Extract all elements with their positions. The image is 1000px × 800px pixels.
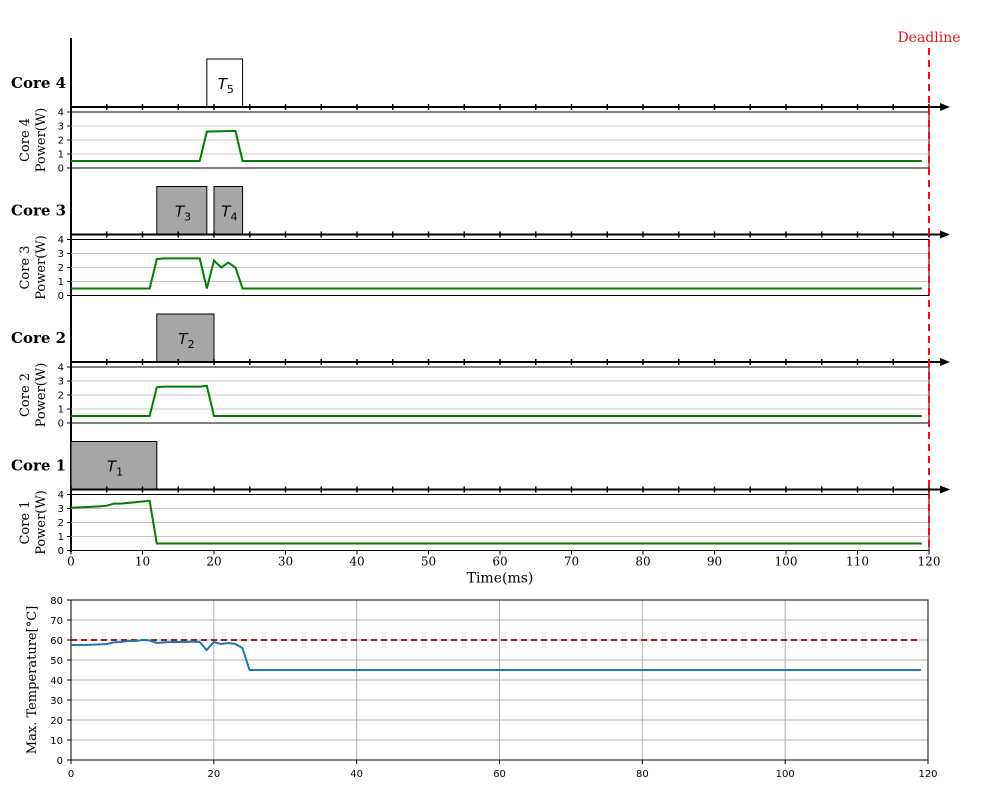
temp-y-tick-label: 40 <box>50 676 63 687</box>
power-y-tick-label: 1 <box>58 150 64 161</box>
ylabel-line: Core 2 <box>18 373 33 417</box>
task-subscript: 2 <box>188 338 195 351</box>
task-block-t4 <box>213 186 244 235</box>
temp-y-tick-label: 20 <box>50 716 63 727</box>
temp-y-axis-title: Max. Temperature[°C] <box>25 606 40 754</box>
temp-x-tick-label: 0 <box>68 769 74 780</box>
temp-y-tick-label: 50 <box>50 656 63 667</box>
temp-y-tick-label: 80 <box>50 596 63 607</box>
power-y-tick-label: 3 <box>58 122 64 133</box>
task-subscript: 5 <box>227 83 234 96</box>
power-y-tick-label: 0 <box>58 419 64 430</box>
power-y-tick-label: 2 <box>58 136 64 147</box>
x-tick-label: 0 <box>67 555 75 569</box>
core-4-power-line <box>71 129 922 162</box>
arrow-icon <box>940 358 950 366</box>
x-tick-label: 120 <box>918 555 941 569</box>
core-2-label: Core 2 <box>11 329 66 347</box>
x-tick-label: 70 <box>564 555 579 569</box>
ylabel-line: Core 1 <box>18 500 33 544</box>
x-tick-label: 80 <box>635 555 650 569</box>
power-y-tick-label: 0 <box>58 546 64 557</box>
temp-y-tick-label: 30 <box>50 696 63 707</box>
task-subscript: 4 <box>230 211 237 224</box>
x-tick-label: 10 <box>135 555 150 569</box>
temp-y-tick-label: 10 <box>50 736 63 747</box>
x-tick-label: 60 <box>492 555 507 569</box>
temp-frame <box>70 599 929 761</box>
temp-x-tick-label: 60 <box>493 769 506 780</box>
temp-x-tick-label: 120 <box>918 769 937 780</box>
x-tick-label: 50 <box>421 555 436 569</box>
core-1-label: Core 1 <box>11 457 66 475</box>
power-y-tick-label: 4 <box>58 363 64 374</box>
ylabel-line: Power(W) <box>34 235 49 300</box>
temp-y-tick-label: 60 <box>50 636 63 647</box>
ylabel-line: Core 3 <box>18 245 33 289</box>
power-y-tick-label: 4 <box>58 108 64 119</box>
arrow-icon <box>940 485 950 494</box>
core-3-label: Core 3 <box>11 202 66 220</box>
temp-x-tick-label: 100 <box>776 769 795 780</box>
task-subscript: 3 <box>184 211 191 224</box>
x-tick-label: 40 <box>349 555 364 569</box>
x-tick-label: 90 <box>707 555 722 569</box>
temp-y-tick-label: 70 <box>50 616 63 627</box>
power-y-tick-label: 3 <box>58 249 64 260</box>
temperature-panel: 0 10 20 30 40 50 60 70 80 0 20 40 60 80 100 120 Max. Tem… <box>25 596 938 780</box>
temp-series-line <box>71 638 921 671</box>
temp-x-tick-label: 20 <box>207 769 220 780</box>
power-y-tick-label: 3 <box>58 377 64 388</box>
ylabel-line: Power(W) <box>34 490 49 555</box>
power-y-tick-label: 1 <box>58 532 64 543</box>
core-4-label: Core 4 <box>11 74 66 92</box>
power-y-tick-label: 3 <box>58 504 64 515</box>
x-axis-title: Time(ms) <box>467 571 534 587</box>
core-1-power-line <box>70 499 922 545</box>
core-3-power-line <box>71 257 922 290</box>
ylabel-line: Power(W) <box>34 363 49 428</box>
temp-x-tick-label: 80 <box>636 769 649 780</box>
temp-y-tick-label: 0 <box>57 756 63 767</box>
core-4-power-ylabel: Core 4Power(W) <box>18 108 49 173</box>
power-y-tick-label: 0 <box>58 164 64 175</box>
ylabel-line: Power(W) <box>34 108 49 173</box>
task-subscript: 1 <box>116 466 123 479</box>
x-tick-label: 110 <box>846 555 869 569</box>
core-2-power-ylabel: Core 2Power(W) <box>18 363 49 428</box>
x-tick-label: 100 <box>775 555 798 569</box>
temp-x-tick-label: 40 <box>350 769 363 780</box>
power-y-tick-label: 4 <box>58 235 64 246</box>
power-y-tick-label: 1 <box>58 405 64 416</box>
arrow-icon <box>940 103 950 111</box>
task-block-t1 <box>70 441 158 490</box>
ylabel-line: Core 4 <box>18 118 33 162</box>
arrow-icon <box>940 230 950 239</box>
core-3-power-ylabel: Core 3Power(W) <box>18 235 49 300</box>
power-y-tick-label: 4 <box>58 490 64 501</box>
x-tick-label: 20 <box>206 555 221 569</box>
power-y-tick-label: 1 <box>58 277 64 288</box>
deadline-label: Deadline <box>897 30 960 46</box>
power-y-tick-label: 0 <box>58 291 64 302</box>
power-y-tick-label: 2 <box>58 518 64 529</box>
power-y-tick-label: 2 <box>58 263 64 274</box>
power-y-tick-label: 2 <box>58 391 64 402</box>
x-tick-label: 30 <box>278 555 293 569</box>
core-2-power-line <box>71 384 922 417</box>
core-1-power-ylabel: Core 1Power(W) <box>18 490 49 555</box>
